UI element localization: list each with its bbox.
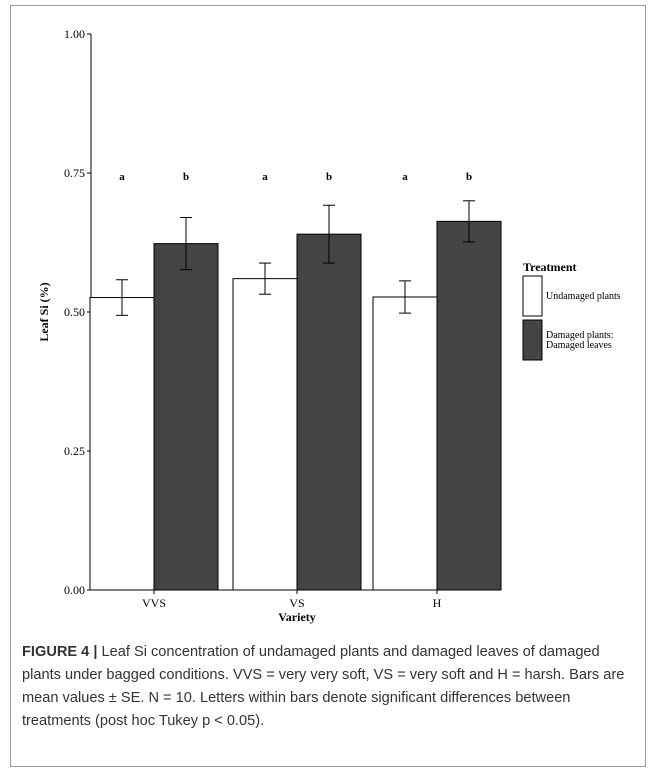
bar-damaged [296, 233, 362, 591]
legend-swatch-undamaged [522, 275, 543, 317]
y-tick-label: 1.00 [64, 27, 85, 41]
y-tick-label: 0.75 [64, 166, 85, 180]
significance-letter: b [183, 171, 189, 183]
figure-caption: FIGURE 4 | Leaf Si concentration of unda… [22, 641, 632, 733]
legend-label-damaged: Damaged plants: Damaged leaves [546, 330, 613, 351]
figure-label: FIGURE 4 | [22, 644, 98, 660]
significance-letter: b [326, 171, 332, 183]
significance-letter: b [466, 171, 472, 183]
y-tick-label: 0.50 [64, 305, 85, 319]
bar-undamaged [89, 297, 155, 591]
bar-damaged [436, 220, 502, 591]
bar-undamaged [372, 296, 438, 591]
bar-undamaged [232, 278, 298, 591]
x-tick-label: H [433, 596, 442, 610]
significance-letter: a [402, 171, 408, 183]
significance-letter: a [119, 171, 125, 183]
legend-swatch-damaged [522, 319, 543, 361]
significance-letter: a [262, 171, 268, 183]
y-tick-label: 0.25 [64, 444, 85, 458]
y-axis-label: Leaf Si (%) [37, 282, 51, 341]
bar-damaged [153, 243, 219, 591]
x-tick-label: VVS [142, 596, 166, 610]
x-tick-label: VS [289, 596, 304, 610]
x-axis-label: Variety [278, 610, 316, 624]
y-tick-label: 0.00 [64, 583, 85, 597]
caption-text: Leaf Si concentration of undamaged plant… [22, 644, 625, 729]
legend-label-undamaged: Undamaged plants [546, 291, 621, 302]
bar-chart: 0.00 0.25 0.50 0.75 1.00 Leaf Si (%) a b VVS a b VS… [37, 27, 621, 624]
legend-title: Treatment [523, 260, 577, 274]
